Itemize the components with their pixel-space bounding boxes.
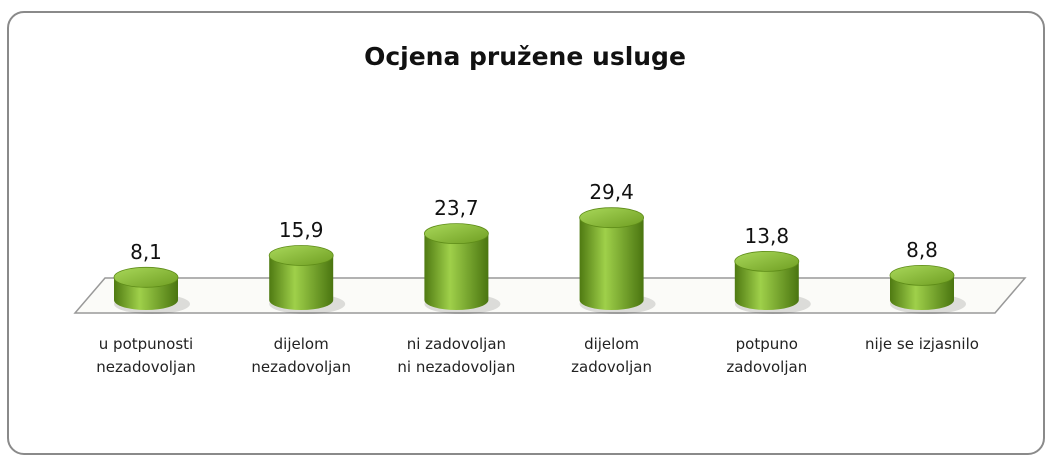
bar — [424, 233, 489, 310]
value-label: 23,7 — [434, 196, 479, 220]
chart-title: Ocjena pružene usluge — [364, 42, 686, 71]
bar — [579, 217, 644, 310]
x-tick-label: ni zadovoljan ni nezadovoljan — [397, 335, 516, 376]
bar-top — [423, 223, 489, 245]
x-tick-label: u potpunosti nezadovoljan — [96, 335, 196, 376]
value-label: 29,4 — [589, 180, 634, 204]
value-label: 8,8 — [906, 238, 938, 262]
x-tick-label: nije se izjasnilo — [865, 335, 979, 353]
bar-top — [268, 245, 334, 266]
bar-top — [113, 266, 179, 288]
bar — [734, 261, 799, 310]
frame — [7, 11, 1045, 455]
floor — [73, 277, 1027, 314]
x-tick-label: dijelom zadovoljan — [571, 335, 653, 376]
value-label: 8,1 — [130, 240, 162, 264]
x-tick-label: dijelom nezadovoljan — [251, 335, 351, 376]
value-label: 13,8 — [745, 224, 790, 248]
value-label: 15,9 — [279, 218, 324, 242]
x-tick-label: potpuno zadovoljan — [726, 335, 808, 376]
bar-top — [579, 207, 644, 229]
bar-top — [889, 264, 955, 286]
bar-top — [734, 250, 800, 272]
bar — [269, 255, 334, 310]
